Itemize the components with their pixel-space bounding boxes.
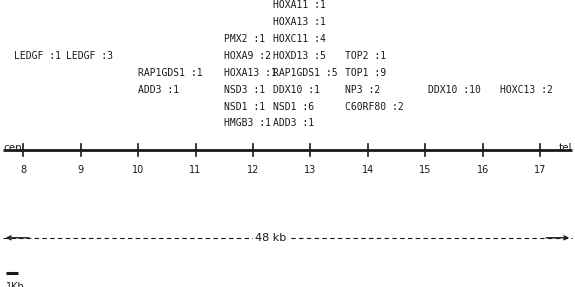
Text: cen: cen xyxy=(3,143,22,153)
Text: PMX2 :1: PMX2 :1 xyxy=(224,34,266,44)
Text: HOXA11 :1: HOXA11 :1 xyxy=(273,0,326,10)
Text: 15: 15 xyxy=(419,165,432,175)
Text: LEDGF :1: LEDGF :1 xyxy=(14,51,62,61)
Text: 11: 11 xyxy=(189,165,202,175)
Text: tel: tel xyxy=(559,143,572,153)
Text: HOXA13 :1: HOXA13 :1 xyxy=(224,68,277,77)
Text: DDX10 :1: DDX10 :1 xyxy=(273,85,320,95)
Text: LEDGF :3: LEDGF :3 xyxy=(66,51,113,61)
Text: NSD1 :1: NSD1 :1 xyxy=(224,102,266,112)
Text: HOXA13 :1: HOXA13 :1 xyxy=(273,17,326,27)
Text: 17: 17 xyxy=(534,165,547,175)
Text: RAP1GDS1 :5: RAP1GDS1 :5 xyxy=(273,68,338,77)
Text: 13: 13 xyxy=(304,165,317,175)
Text: 16: 16 xyxy=(477,165,489,175)
Text: HOXC11 :4: HOXC11 :4 xyxy=(273,34,326,44)
Text: HOXC13 :2: HOXC13 :2 xyxy=(500,85,553,95)
Text: 10: 10 xyxy=(132,165,144,175)
Text: NSD3 :1: NSD3 :1 xyxy=(224,85,266,95)
Text: 1Kb: 1Kb xyxy=(6,282,25,287)
Text: 8: 8 xyxy=(20,165,26,175)
Text: C60RF80 :2: C60RF80 :2 xyxy=(345,102,404,112)
Text: ADD3 :1: ADD3 :1 xyxy=(138,85,179,95)
Text: NSD1 :6: NSD1 :6 xyxy=(273,102,315,112)
Text: DDX10 :10: DDX10 :10 xyxy=(428,85,481,95)
Text: HOXA9 :2: HOXA9 :2 xyxy=(224,51,271,61)
Text: 12: 12 xyxy=(247,165,259,175)
Text: HMGB3 :1: HMGB3 :1 xyxy=(224,119,271,129)
Text: NP3 :2: NP3 :2 xyxy=(345,85,380,95)
Text: TOP2 :1: TOP2 :1 xyxy=(345,51,386,61)
Text: TOP1 :9: TOP1 :9 xyxy=(345,68,386,77)
Text: 9: 9 xyxy=(78,165,83,175)
Text: HOXD13 :5: HOXD13 :5 xyxy=(273,51,326,61)
Text: 14: 14 xyxy=(362,165,374,175)
Text: 48 kb: 48 kb xyxy=(255,233,286,243)
Text: ADD3 :1: ADD3 :1 xyxy=(273,119,315,129)
Text: RAP1GDS1 :1: RAP1GDS1 :1 xyxy=(138,68,202,77)
